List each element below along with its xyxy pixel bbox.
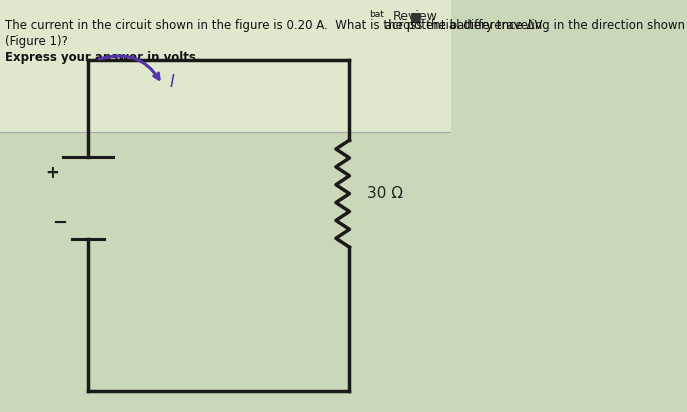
- Text: +: +: [45, 164, 59, 182]
- Text: Express your answer in volts.: Express your answer in volts.: [5, 52, 200, 65]
- Text: −: −: [52, 213, 67, 232]
- Text: I: I: [169, 73, 174, 91]
- Text: across the battery traveling in the direction shown in: across the battery traveling in the dire…: [381, 19, 687, 32]
- Text: bat: bat: [369, 9, 384, 19]
- Text: Review: Review: [392, 10, 438, 23]
- Text: The current in the circuit shown in the figure is 0.20 A.  What is the potential: The current in the circuit shown in the …: [5, 19, 542, 32]
- FancyBboxPatch shape: [0, 0, 451, 132]
- Text: (Figure 1)?: (Figure 1)?: [5, 35, 67, 48]
- Text: ■: ■: [410, 10, 422, 23]
- Text: 30 Ω: 30 Ω: [368, 186, 403, 201]
